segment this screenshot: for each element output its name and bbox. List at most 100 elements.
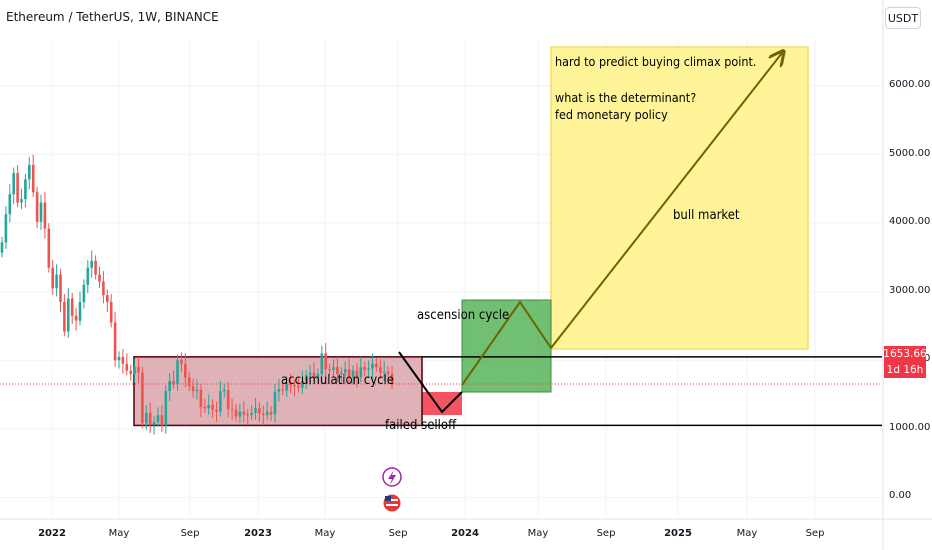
price-tick: 4000.00: [889, 216, 931, 228]
candle-body: [67, 298, 70, 332]
time-tick: Sep: [596, 528, 616, 539]
candle-body: [164, 391, 168, 426]
candle-body: [289, 384, 292, 386]
candle-body: [16, 173, 19, 203]
candle-body: [230, 408, 234, 410]
flag-stripe: [386, 499, 398, 501]
candle-body: [293, 384, 296, 387]
candle-body: [234, 409, 238, 417]
candle-body: [152, 422, 156, 425]
price-tick: 3000.00: [889, 284, 931, 296]
candle-body: [148, 413, 152, 425]
candle-body: [254, 408, 257, 414]
candle-body: [187, 377, 191, 387]
candle-body: [43, 202, 47, 229]
candle-body: [125, 363, 129, 371]
candle-body: [31, 164, 35, 193]
candle-body: [277, 389, 281, 392]
candle-body: [8, 194, 12, 215]
candle-body: [351, 370, 355, 377]
candle-body: [246, 414, 249, 416]
time-tick: May: [527, 528, 549, 539]
candle-body: [35, 192, 39, 222]
ascension-path: [461, 300, 552, 386]
candle-body: [390, 374, 394, 385]
horizontal-levels: [0, 356, 882, 427]
candle-body: [82, 284, 86, 302]
candle-body: [363, 367, 366, 370]
time-tick: Sep: [805, 528, 825, 539]
candle-body: [281, 389, 285, 391]
candle-body: [324, 353, 327, 370]
candle-body: [258, 408, 261, 414]
price-tick: 1000.00: [889, 421, 931, 433]
candle-body: [211, 404, 214, 410]
candle-body: [145, 413, 148, 424]
candle-body: [86, 267, 90, 285]
candle-body: [90, 260, 93, 268]
time-tick: 2025: [664, 528, 692, 539]
note-line-2: what is the determinant?: [555, 90, 697, 105]
candle-body: [39, 202, 43, 222]
accumulation-label: accumulation cycle: [281, 373, 395, 388]
candle-body: [242, 411, 246, 415]
candle-body: [199, 389, 203, 407]
candle-body: [308, 372, 312, 376]
candle-body: [133, 367, 136, 374]
candle-body: [195, 389, 199, 392]
note-line-1: hard to predict buying climax point.: [555, 54, 757, 69]
bull-market-box: [550, 46, 809, 350]
candle-body: [156, 415, 160, 422]
candle-body: [355, 370, 359, 378]
failed-label: failed selloff: [385, 418, 457, 433]
note-line-3: fed monetary policy: [555, 107, 668, 122]
candle-body: [301, 380, 304, 388]
candle-body: [285, 384, 288, 391]
candle-body: [328, 369, 331, 371]
candle-body: [375, 363, 378, 368]
price-tick: 5000.00: [889, 147, 931, 159]
time-tick: May: [108, 528, 130, 539]
candle-body: [379, 367, 382, 373]
candle-body: [24, 179, 27, 200]
candle-body: [371, 363, 374, 369]
last-price-tag: 1653.66: [883, 346, 927, 362]
candle-body: [219, 391, 222, 412]
candle-body: [78, 302, 82, 321]
countdown-tag: 1d 16h: [884, 362, 926, 378]
price-tick: 6000.00: [889, 79, 931, 90]
candle-body: [129, 370, 132, 374]
candle-body: [74, 315, 78, 321]
event-markers: [382, 467, 402, 513]
candle-body: [386, 371, 390, 374]
currency-button[interactable]: USDT: [885, 7, 921, 29]
candle-body: [47, 228, 51, 268]
candle-body: [359, 367, 363, 378]
candle-body: [304, 375, 308, 381]
lightning-glyph: [388, 470, 396, 485]
candle-body: [269, 411, 273, 415]
ascension-label: ascension cycle: [417, 308, 510, 323]
candle-body: [0, 242, 4, 253]
candle-body: [137, 367, 140, 373]
candle-body: [207, 404, 210, 409]
candle-body: [102, 281, 105, 296]
annotation-zones: [133, 46, 809, 427]
candle-body: [203, 406, 207, 409]
candle-body: [51, 267, 54, 289]
candle-body: [20, 199, 23, 203]
candle-body: [238, 411, 242, 417]
candle-body: [180, 360, 183, 364]
candle-body: [184, 363, 187, 378]
time-tick: 2023: [244, 528, 272, 539]
candle-body: [70, 298, 74, 316]
candle-body: [94, 260, 97, 275]
time-tick: May: [736, 528, 758, 539]
candles: [0, 154, 394, 435]
candle-body: [262, 413, 265, 416]
time-tick: 2022: [38, 528, 66, 539]
candle-body: [316, 374, 320, 378]
candle-body: [343, 369, 347, 373]
candle-body: [312, 372, 316, 378]
